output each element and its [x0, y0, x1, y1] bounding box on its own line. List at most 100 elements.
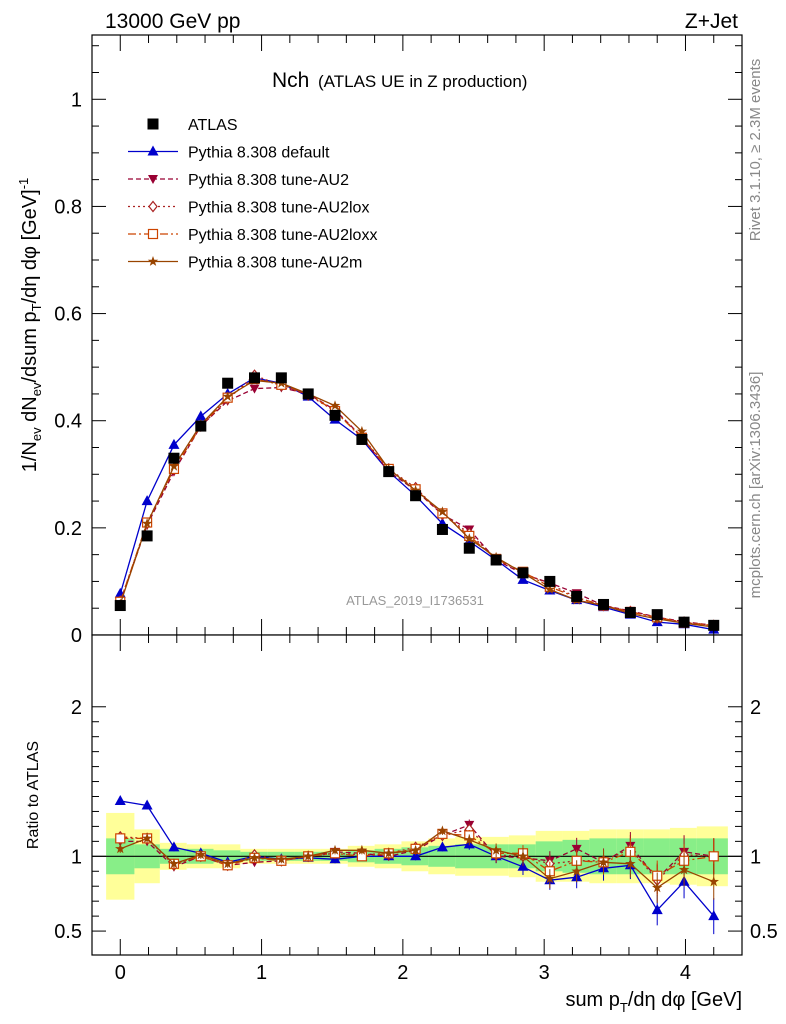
- ratio-series-4-point: [249, 852, 260, 863]
- main-y-tick-label: 0.8: [54, 196, 82, 218]
- main-series-5-point: [356, 425, 368, 436]
- atlas-data-point: [708, 619, 720, 631]
- atlas-data-point: [168, 452, 180, 464]
- legend-label: Pythia 8.308 tune-AU2lox: [188, 200, 369, 217]
- atlas-data-point: [624, 607, 636, 618]
- atlas-data-point: [544, 575, 556, 587]
- main-series-5-point: [329, 400, 341, 411]
- ratio-series-0-point: [436, 841, 448, 852]
- legend-label: Pythia 8.308 default: [188, 145, 330, 162]
- ratio-panel-background: [92, 635, 742, 955]
- atlas-data-point: [678, 616, 690, 628]
- main-y-tick-label: 0.6: [54, 304, 82, 326]
- main-y-tick-label: 1: [71, 89, 82, 111]
- atlas-data-point: [436, 523, 448, 535]
- ratio-series-4-point: [168, 858, 180, 869]
- ratio-y-tick-label: 2: [71, 697, 82, 719]
- legend-marker: [147, 145, 159, 156]
- main-series-5-point: [437, 506, 448, 517]
- main-panel: 0 0.2 0.4 0.6 0.8 1 Nch (ATLAS UE in Z produc…: [54, 34, 743, 647]
- ratio-series-4-point: [678, 864, 690, 875]
- site-note: mcplots.cern.ch [arXiv:1306.3436]: [747, 372, 764, 599]
- x-axis-title: sum pT/dη dφ [GeV]: [565, 989, 742, 1015]
- ratio-series-4-point: [303, 850, 314, 861]
- ratio-series-4-point: [141, 832, 153, 843]
- ratio-y-tick-label: 1: [71, 846, 82, 868]
- main-series-1-point: [141, 495, 153, 506]
- energy-label: 13000 GeV pp: [105, 10, 240, 33]
- atlas-data-point: [517, 567, 529, 579]
- main-series-5-point: [410, 484, 421, 495]
- main-series-5-point: [544, 584, 556, 594]
- ratio-series-4-point: [195, 849, 206, 860]
- legend-entry: Pythia 8.308 tune-AU2loxx: [128, 227, 377, 244]
- ratio-series-3-point: [708, 851, 719, 862]
- ratio-series-3-point: [115, 833, 126, 844]
- ratio-series-line-2: [120, 828, 714, 882]
- legend-label: Pythia 8.308 tune-AU2m: [188, 255, 362, 272]
- ratio-y-tick-label-right: 0.5: [750, 921, 778, 943]
- ratio-series-4-point: [571, 865, 582, 876]
- atlas-data-point: [329, 409, 341, 421]
- ratio-series-4-point: [410, 844, 421, 855]
- legend-entry: Pythia 8.308 default: [128, 145, 330, 162]
- main-series-1-point: [195, 410, 207, 421]
- ratio-series-4-point: [708, 876, 719, 887]
- ratio-series-0-point: [651, 904, 663, 915]
- main-y-axis-title: 1/Nev dNev/dsum pT/dη dφ [GeV]-1: [16, 178, 44, 473]
- legend-marker: [148, 200, 158, 213]
- legend-label: Pythia 8.308 tune-AU2loxx: [188, 227, 377, 244]
- main-panel-background: [92, 35, 742, 635]
- ratio-series-0-point: [114, 794, 126, 805]
- legend-label: ATLAS: [188, 117, 238, 134]
- atlas-data-point: [463, 542, 475, 554]
- ratio-y-tick-label-right: 2: [750, 697, 761, 719]
- rivet-note: Rivet 3.1.10, ≥ 2.3M events: [747, 59, 764, 242]
- ratio-series-0-point: [708, 910, 720, 921]
- ratio-series-4-point: [652, 882, 663, 893]
- ratio-series-0-point: [141, 799, 153, 810]
- main-y-tick-label: 0.4: [54, 411, 82, 433]
- ratio-series-4-point: [517, 850, 529, 861]
- main-series-5-point: [141, 518, 153, 528]
- legend-marker: [147, 256, 159, 266]
- ratio-series-4-point: [276, 853, 287, 864]
- panel-title-main: Nch: [272, 69, 309, 92]
- atlas-data-point: [141, 530, 153, 542]
- ratio-panel-frame: [91, 634, 743, 956]
- atlas-data-point: [222, 377, 234, 389]
- x-tick-label: 2: [397, 962, 408, 984]
- atlas-data-point: [356, 433, 368, 445]
- legend-marker: [147, 118, 159, 130]
- ratio-series-4-point: [464, 834, 475, 845]
- ratio-series-4-point: [437, 825, 448, 836]
- legend-entry: ATLAS: [147, 117, 238, 134]
- main-series-5-point: [168, 460, 180, 471]
- ratio-y-tick-label: 0.5: [54, 921, 82, 943]
- atlas-data-point: [490, 554, 502, 566]
- x-tick-label: 3: [539, 962, 550, 984]
- legend-entry: Pythia 8.308 tune-AU2: [128, 172, 349, 189]
- atlas-data-point: [275, 372, 287, 384]
- atlas-data-point: [571, 590, 583, 602]
- main-y-tick-label: 0: [71, 625, 82, 647]
- atlas-data-point: [249, 372, 260, 384]
- atlas-data-point: [383, 466, 395, 478]
- x-tick-label: 0: [115, 962, 126, 984]
- atlas-data-point: [598, 598, 610, 610]
- atlas-data-point: [302, 388, 314, 400]
- legend-entry: Pythia 8.308 tune-AU2lox: [128, 200, 369, 217]
- analysis-id-label: ATLAS_2019_I1736531: [346, 593, 484, 608]
- ratio-series-4-point: [383, 847, 394, 858]
- ratio-series-1-point: [571, 844, 582, 854]
- main-series-5-point: [222, 391, 233, 402]
- ratio-y-axis-title: Ratio to ATLAS: [25, 741, 42, 849]
- main-y-tick-label: 0.2: [54, 518, 82, 540]
- ratio-series-4-point: [222, 858, 233, 869]
- ratio-y-tick-label-right: 1: [750, 846, 761, 868]
- ratio-series-0-point: [168, 841, 180, 852]
- process-label: Z+Jet: [685, 10, 738, 33]
- ratio-series-4-point: [115, 843, 126, 854]
- atlas-data-point: [114, 600, 126, 612]
- panel-title-sub: (ATLAS UE in Z production): [318, 72, 527, 91]
